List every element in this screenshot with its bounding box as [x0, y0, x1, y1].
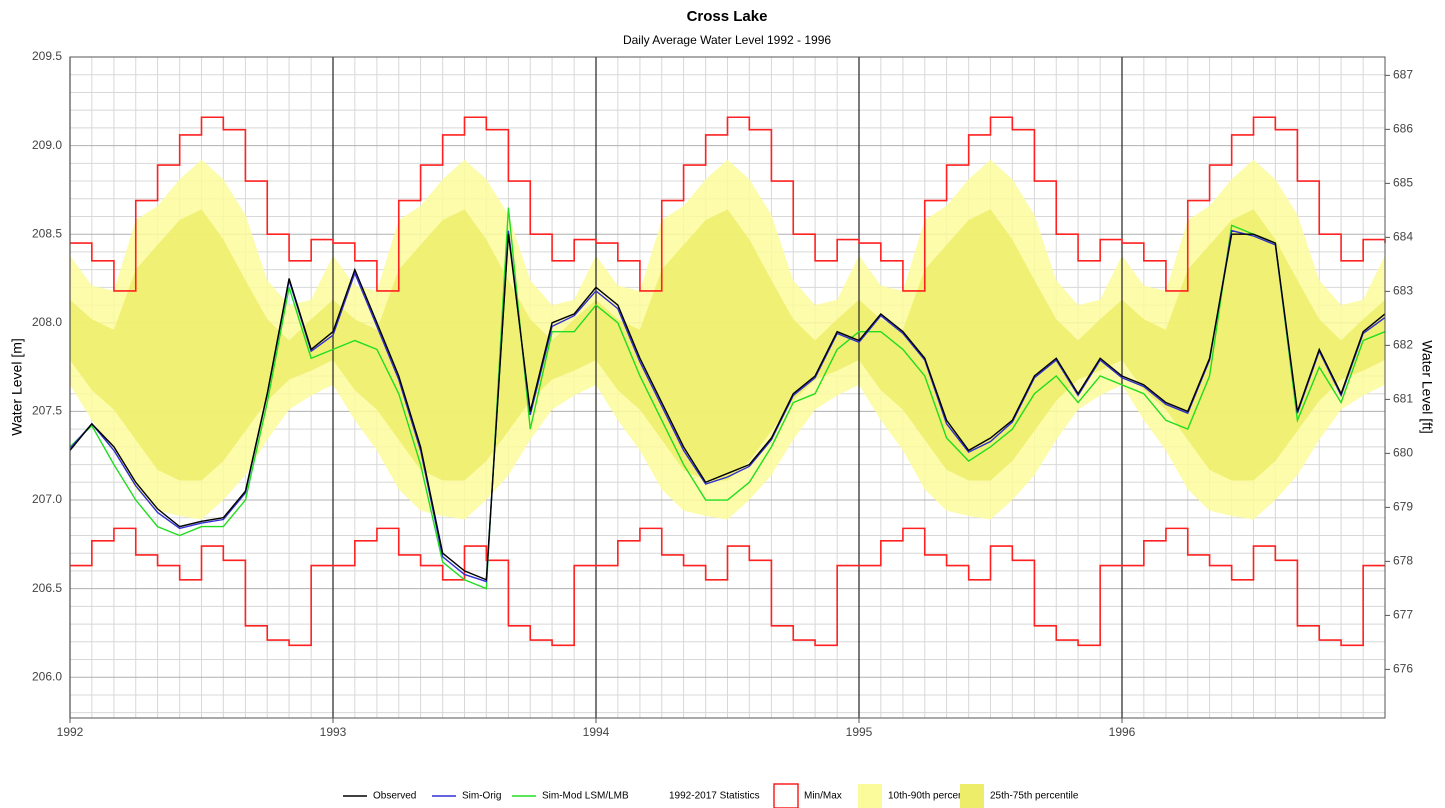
x-tick-label: 1993 — [320, 725, 347, 739]
legend-swatch — [960, 784, 984, 808]
legend-label: Observed — [373, 791, 416, 802]
plot-frame — [69, 56, 1386, 719]
y-tick-label: 206.0 — [32, 669, 62, 683]
y-tick-label: 207.0 — [32, 492, 62, 506]
y-tick-label: 208.0 — [32, 315, 62, 329]
legend-heading: 1992-2017 Statistics — [669, 791, 760, 802]
legend-label: Min/Max — [804, 791, 842, 802]
y2-tick-label: 687 — [1393, 68, 1413, 82]
x-tick-label: 1994 — [583, 725, 610, 739]
x-tick-label: 1995 — [846, 725, 873, 739]
y-tick-label: 209.0 — [32, 138, 62, 152]
y-tick-label: 207.5 — [32, 404, 62, 418]
y2-tick-label: 683 — [1393, 284, 1413, 298]
y-axis-label: Water Level [m] — [9, 338, 25, 436]
y2-tick-label: 677 — [1393, 608, 1413, 622]
y2-axis-label: Water Level [ft] — [1419, 340, 1435, 434]
y2-tick-label: 684 — [1393, 230, 1413, 244]
y2-tick-label: 685 — [1393, 176, 1413, 190]
min-max-line — [70, 116, 1386, 292]
y2-tick-label: 686 — [1393, 122, 1413, 136]
x-tick-label: 1996 — [1109, 725, 1136, 739]
legend-label: 25th-75th percentile — [990, 791, 1079, 802]
chart-title: Cross Lake — [687, 8, 768, 25]
y2-tick-label: 681 — [1393, 392, 1413, 406]
legend-label: Sim-Mod LSM/LMB — [542, 791, 629, 802]
legend-label: 10th-90th percentile — [888, 791, 977, 802]
y-tick-label: 209.5 — [32, 49, 62, 63]
y2-tick-label: 682 — [1393, 338, 1413, 352]
y-tick-label: 208.5 — [32, 226, 62, 240]
y2-tick-label: 680 — [1393, 446, 1413, 460]
series-line — [69, 233, 1386, 581]
y2-tick-label: 679 — [1393, 500, 1413, 514]
chart-subtitle: Daily Average Water Level 1992 - 1996 — [623, 33, 831, 47]
y2-tick-label: 676 — [1393, 662, 1413, 676]
legend-label: Sim-Orig — [462, 791, 501, 802]
y-tick-label: 206.5 — [32, 581, 62, 595]
x-tick-label: 1992 — [57, 725, 84, 739]
min-max-line — [70, 527, 1385, 647]
series-line — [69, 207, 1386, 590]
y2-tick-label: 678 — [1393, 554, 1413, 568]
legend-swatch — [773, 783, 799, 808]
legend-swatch — [858, 784, 882, 808]
